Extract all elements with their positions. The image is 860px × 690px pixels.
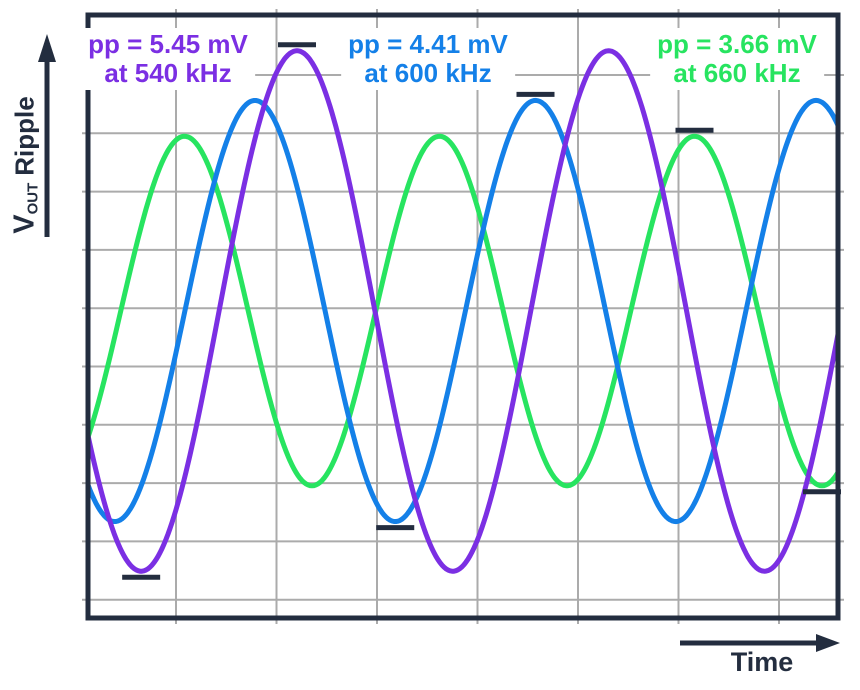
annotation-600khz: pp = 4.41 mV at 600 kHz bbox=[341, 28, 515, 90]
waveform-540khz bbox=[88, 48, 838, 574]
annotation-660khz-pp: pp = 3.66 mV bbox=[657, 29, 817, 59]
y-axis-label-word: Ripple bbox=[9, 96, 40, 176]
annotation-600khz-freq: at 600 kHz bbox=[364, 58, 492, 88]
annotation-540khz: pp = 5.45 mV at 540 kHz bbox=[81, 28, 255, 90]
annotation-660khz: pp = 3.66 mV at 660 kHz bbox=[650, 28, 824, 90]
x-axis-label: Time bbox=[730, 647, 794, 677]
y-axis-arrow-head bbox=[38, 34, 56, 62]
annotation-660khz-freq: at 660 kHz bbox=[673, 58, 801, 88]
y-axis-label-subscript: OUT bbox=[24, 182, 42, 215]
x-axis-arrow-head bbox=[816, 634, 840, 652]
y-axis-label: VOUT Ripple bbox=[9, 96, 42, 233]
y-axis-label-symbol: V bbox=[8, 214, 41, 234]
annotation-540khz-pp: pp = 5.45 mV bbox=[88, 29, 248, 59]
annotation-600khz-pp: pp = 4.41 mV bbox=[348, 29, 508, 59]
plot-border bbox=[85, 12, 841, 621]
annotation-540khz-freq: at 540 kHz bbox=[104, 58, 232, 88]
